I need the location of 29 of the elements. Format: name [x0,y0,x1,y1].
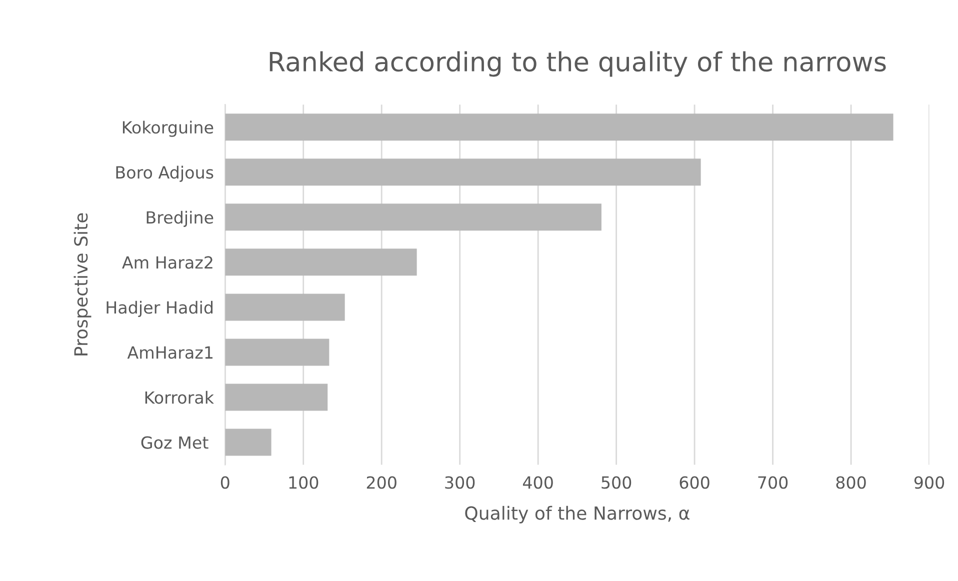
bar [225,294,345,321]
y-tick-label: Hadjer Hadid [106,300,212,317]
bar [225,204,602,231]
bar [225,158,701,186]
x-tick-label: 500 [602,476,632,489]
chart-title: Ranked according to the quality of the narrows [270,51,886,77]
bar [225,428,272,456]
bar [225,338,330,366]
x-tick-label: 0 [220,476,230,489]
y-tick-label: Korrorak [145,390,214,404]
y-tick-label: AmHaraz1 [127,346,212,359]
bar [225,114,894,141]
x-tick-label: 900 [914,476,944,489]
y-tick-label: Boro Adjous [116,166,214,182]
y-tick-label: Kokorguine [122,120,214,137]
x-tick-label: 300 [445,476,475,489]
x-tick-label: 600 [680,476,710,489]
x-axis-title: Quality of the Narrows, α [465,506,690,524]
y-axis-title: Prospective Site [74,213,92,356]
x-tick-label: 700 [758,476,788,489]
bar [225,384,328,411]
x-tick-label: 800 [836,476,866,489]
bar [225,248,417,276]
x-tick-label: 200 [366,476,396,489]
y-tick-label: Bredjine [146,210,214,227]
x-tick-label: 100 [289,476,318,489]
y-tick-label: Am Haraz2 [122,256,212,269]
y-tick-label: Goz Met [141,436,208,449]
x-tick-label: 400 [522,476,553,489]
